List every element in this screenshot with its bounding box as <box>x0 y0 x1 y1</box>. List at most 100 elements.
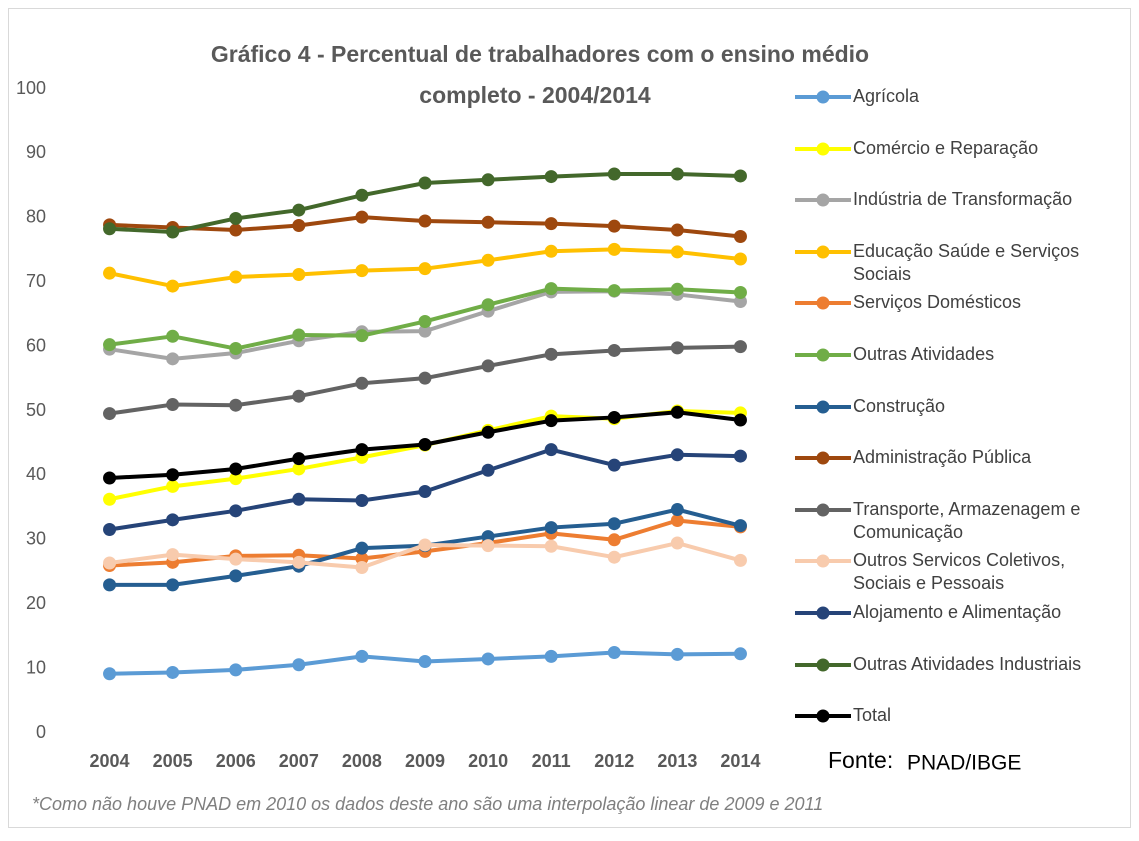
x-tick-label: 2013 <box>657 751 697 771</box>
legend-marker <box>816 348 830 362</box>
marker <box>481 463 495 477</box>
marker <box>166 329 180 343</box>
x-tick-label: 2009 <box>405 751 445 771</box>
y-tick-label: 90 <box>26 142 46 162</box>
legend-label: Outros Servicos Coletivos, Sociais e Pes… <box>853 550 1066 594</box>
marker <box>229 552 243 566</box>
legend-swatch <box>795 90 851 104</box>
marker <box>544 347 558 361</box>
marker <box>607 550 621 564</box>
marker <box>544 521 558 535</box>
marker <box>607 219 621 233</box>
marker <box>481 298 495 312</box>
x-tick-label: 2014 <box>720 751 760 771</box>
marker <box>418 262 432 276</box>
series <box>103 242 747 293</box>
marker <box>166 398 180 412</box>
legend-item: Outras Atividades Industriais <box>793 653 1123 676</box>
legend-label: Alojamento e Alimentação <box>853 602 1062 622</box>
marker <box>292 452 306 466</box>
marker <box>418 437 432 451</box>
marker <box>544 539 558 553</box>
legend-item: Outras Atividades <box>793 343 1123 366</box>
legend-marker <box>816 400 830 414</box>
legend-label: Outras Atividades Industriais <box>853 653 1082 674</box>
x-tick-label: 2010 <box>468 751 508 771</box>
marker <box>481 173 495 187</box>
marker <box>229 569 243 583</box>
marker <box>481 425 495 439</box>
marker <box>733 169 747 183</box>
legend-swatch <box>795 606 851 620</box>
y-tick-label: 40 <box>26 464 46 484</box>
x-tick-label: 2008 <box>342 751 382 771</box>
marker <box>544 170 558 184</box>
marker <box>418 655 432 669</box>
marker <box>670 282 684 296</box>
marker <box>355 551 369 565</box>
y-tick-label: 0 <box>36 722 46 742</box>
marker <box>103 492 117 506</box>
x-tick-label: 2007 <box>279 751 319 771</box>
marker <box>670 245 684 259</box>
marker <box>733 553 747 567</box>
marker <box>670 167 684 181</box>
marker <box>229 504 243 518</box>
marker <box>733 647 747 661</box>
marker <box>355 649 369 663</box>
legend-item: Administração Pública <box>793 446 1123 469</box>
marker <box>103 338 117 352</box>
series <box>103 282 747 356</box>
marker <box>733 295 747 309</box>
marker <box>607 284 621 298</box>
marker <box>418 314 432 328</box>
legend-swatch <box>795 400 851 414</box>
marker <box>733 286 747 300</box>
marker <box>733 413 747 427</box>
marker <box>418 324 432 338</box>
legend-label: Outras Atividades <box>853 344 995 364</box>
marker <box>229 211 243 225</box>
x-tick-label: 2006 <box>216 751 256 771</box>
legend-marker <box>816 503 830 517</box>
marker <box>355 188 369 202</box>
x-tick-label: 2005 <box>153 751 193 771</box>
marker <box>229 270 243 284</box>
marker <box>166 468 180 482</box>
series <box>103 443 747 536</box>
series <box>103 646 747 681</box>
marker <box>103 222 117 236</box>
marker <box>670 405 684 419</box>
marker <box>292 328 306 342</box>
marker <box>418 214 432 228</box>
legend-item: Agrícola <box>793 85 1123 108</box>
legend-item: Educação Saúde e Serviços Sociais <box>793 240 1123 286</box>
legend-swatch <box>795 296 851 310</box>
marker <box>355 494 369 508</box>
legend-label: Administração Pública <box>853 447 1032 468</box>
marker <box>103 556 117 570</box>
y-tick-label: 100 <box>16 78 46 98</box>
marker <box>544 414 558 428</box>
chart-title: completo - 2004/2014 <box>419 82 651 108</box>
marker <box>733 229 747 243</box>
legend-swatch <box>795 193 851 207</box>
chart-title: Gráfico 4 - Percentual de trabalhadores … <box>211 41 869 67</box>
marker <box>292 492 306 506</box>
x-tick-label: 2011 <box>532 751 571 771</box>
marker <box>103 667 117 681</box>
marker <box>355 443 369 457</box>
legend-label: Comércio e Reparação <box>853 137 1039 158</box>
series <box>103 167 747 239</box>
legend-label: Indústria de Transformação <box>853 189 1073 210</box>
legend-marker <box>816 193 830 207</box>
marker <box>733 449 747 463</box>
legend-swatch <box>795 142 851 156</box>
marker <box>166 352 180 366</box>
legend-item: Comércio e Reparação <box>793 137 1123 160</box>
marker <box>481 359 495 373</box>
legend-marker <box>816 142 830 156</box>
marker <box>544 443 558 457</box>
legend-item: Transporte, Armazenagem e Comunicação <box>793 498 1123 544</box>
